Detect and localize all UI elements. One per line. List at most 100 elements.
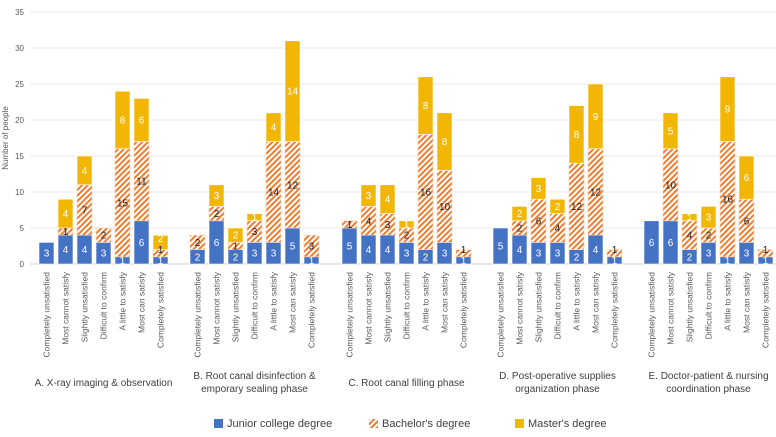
- data-label: 1: [763, 245, 769, 256]
- bar-segment-junior: [492, 227, 509, 265]
- data-label: 4: [517, 245, 523, 256]
- bar-segment-bachelor: [189, 234, 206, 250]
- bar-segment-master: [265, 112, 282, 142]
- data-label: 15: [117, 198, 129, 209]
- bar-segment-master: [417, 76, 434, 135]
- data-label: 2: [574, 252, 580, 263]
- category-label: Completely satisfied: [156, 272, 166, 348]
- category-label: Most can satisfy: [288, 271, 298, 333]
- data-label: 1: [347, 220, 353, 231]
- category-label: A little to satisfy: [421, 271, 431, 330]
- data-label: 1: [612, 256, 618, 267]
- group-label: A. X-ray imaging & observation: [35, 378, 173, 389]
- category-label: Slightly unsatisfied: [231, 272, 241, 343]
- data-label: 4: [366, 245, 372, 256]
- legend-swatch-bachelor: [369, 419, 378, 428]
- data-label: 16: [420, 188, 432, 199]
- data-label: 14: [287, 87, 299, 98]
- data-label: 4: [63, 209, 69, 220]
- category-label: Completely unsatisfied: [345, 272, 355, 358]
- category-label: Most cannot satisfy: [61, 271, 71, 345]
- bar-segment-master: [246, 213, 263, 222]
- category-label: Difficult to confirm: [402, 272, 412, 339]
- data-label: 2: [706, 231, 712, 242]
- category-label: Most can satisfy: [591, 271, 601, 333]
- data-label: 1: [158, 245, 164, 256]
- data-label: 6: [744, 216, 750, 227]
- data-label: 4: [385, 195, 391, 206]
- bar-segment-master: [379, 184, 396, 214]
- data-label: 10: [665, 180, 677, 191]
- data-label: 9: [725, 105, 731, 116]
- data-label: 2: [233, 230, 239, 241]
- y-tick-label: 5: [20, 224, 25, 233]
- data-label: 12: [571, 202, 583, 213]
- category-label: Slightly unsatisfied: [80, 272, 90, 343]
- bar-segment-master: [360, 184, 377, 207]
- category-label: Completely satisfied: [459, 272, 469, 348]
- category-label: Most can satisfy: [440, 271, 450, 333]
- bar-segment-master: [208, 184, 225, 207]
- data-label: 2: [687, 252, 693, 263]
- y-tick-label: 25: [15, 80, 24, 89]
- data-label: 4: [687, 231, 693, 242]
- category-label: Slightly unsatisfied: [685, 272, 695, 343]
- data-label: 3: [385, 220, 391, 231]
- data-label: 3: [744, 249, 750, 260]
- y-axis-label: Number of people: [1, 106, 10, 170]
- data-label: 2: [423, 252, 429, 263]
- data-label: 3: [252, 227, 258, 238]
- data-label: 6: [139, 116, 145, 127]
- group-label: emporary sealing phase: [201, 384, 308, 395]
- data-label: 1: [763, 256, 769, 267]
- bar-segment-bachelor: [606, 249, 623, 258]
- category-label: Most cannot satisfy: [666, 271, 676, 345]
- bar-segment-master: [587, 83, 604, 150]
- data-label: 5: [668, 126, 674, 137]
- data-label: 3: [309, 242, 315, 253]
- data-label: 3: [555, 249, 561, 260]
- data-label: 4: [63, 245, 69, 256]
- category-label: Difficult to confirm: [704, 272, 714, 339]
- bar-segment-master: [57, 198, 74, 229]
- data-label: 3: [366, 191, 372, 202]
- y-tick-label: 35: [15, 8, 24, 17]
- category-label: Difficult to confirm: [553, 272, 563, 339]
- data-label: 4: [385, 245, 391, 256]
- data-label: 1: [233, 241, 239, 252]
- category-label: Completely unsatisfied: [647, 272, 657, 358]
- data-label: 3: [706, 249, 712, 260]
- bar-segment-master: [284, 40, 301, 142]
- bar-segment-master: [700, 206, 717, 229]
- category-label: Most cannot satisfy: [515, 271, 525, 345]
- data-label: 1: [404, 220, 410, 231]
- data-label: 1: [120, 256, 126, 267]
- category-label: A little to satisfy: [572, 271, 582, 330]
- data-label: 1: [461, 256, 467, 267]
- data-label: 2: [555, 202, 561, 213]
- bar-segment-master: [511, 206, 528, 222]
- category-label: Slightly unsatisfied: [534, 272, 544, 343]
- data-label: 2: [404, 231, 410, 242]
- category-label: A little to satisfy: [723, 271, 733, 330]
- category-label: Most cannot satisfy: [364, 271, 374, 345]
- legend-label: Bachelor's degree: [382, 418, 470, 430]
- bar-segment-master: [662, 112, 679, 150]
- data-label: 3: [271, 249, 277, 260]
- data-label: 4: [366, 216, 372, 227]
- bar-segment-bachelor: [341, 220, 358, 229]
- bar-segment-master: [681, 213, 698, 222]
- legend-swatch-master: [515, 419, 524, 428]
- category-label: Difficult to confirm: [99, 272, 109, 339]
- data-label: 3: [536, 184, 542, 195]
- data-label: 6: [668, 238, 674, 249]
- group-label: E. Doctor-patient & nursing: [648, 371, 768, 382]
- data-label: 1: [309, 256, 315, 267]
- legend-label: Junior college degree: [227, 418, 332, 430]
- category-label: Completely satisfied: [610, 272, 620, 348]
- bar-segment-master: [114, 90, 131, 150]
- category-label: Completely unsatisfied: [42, 272, 52, 358]
- bar-segment-bachelor: [757, 249, 774, 258]
- bar-segment-master: [398, 220, 415, 229]
